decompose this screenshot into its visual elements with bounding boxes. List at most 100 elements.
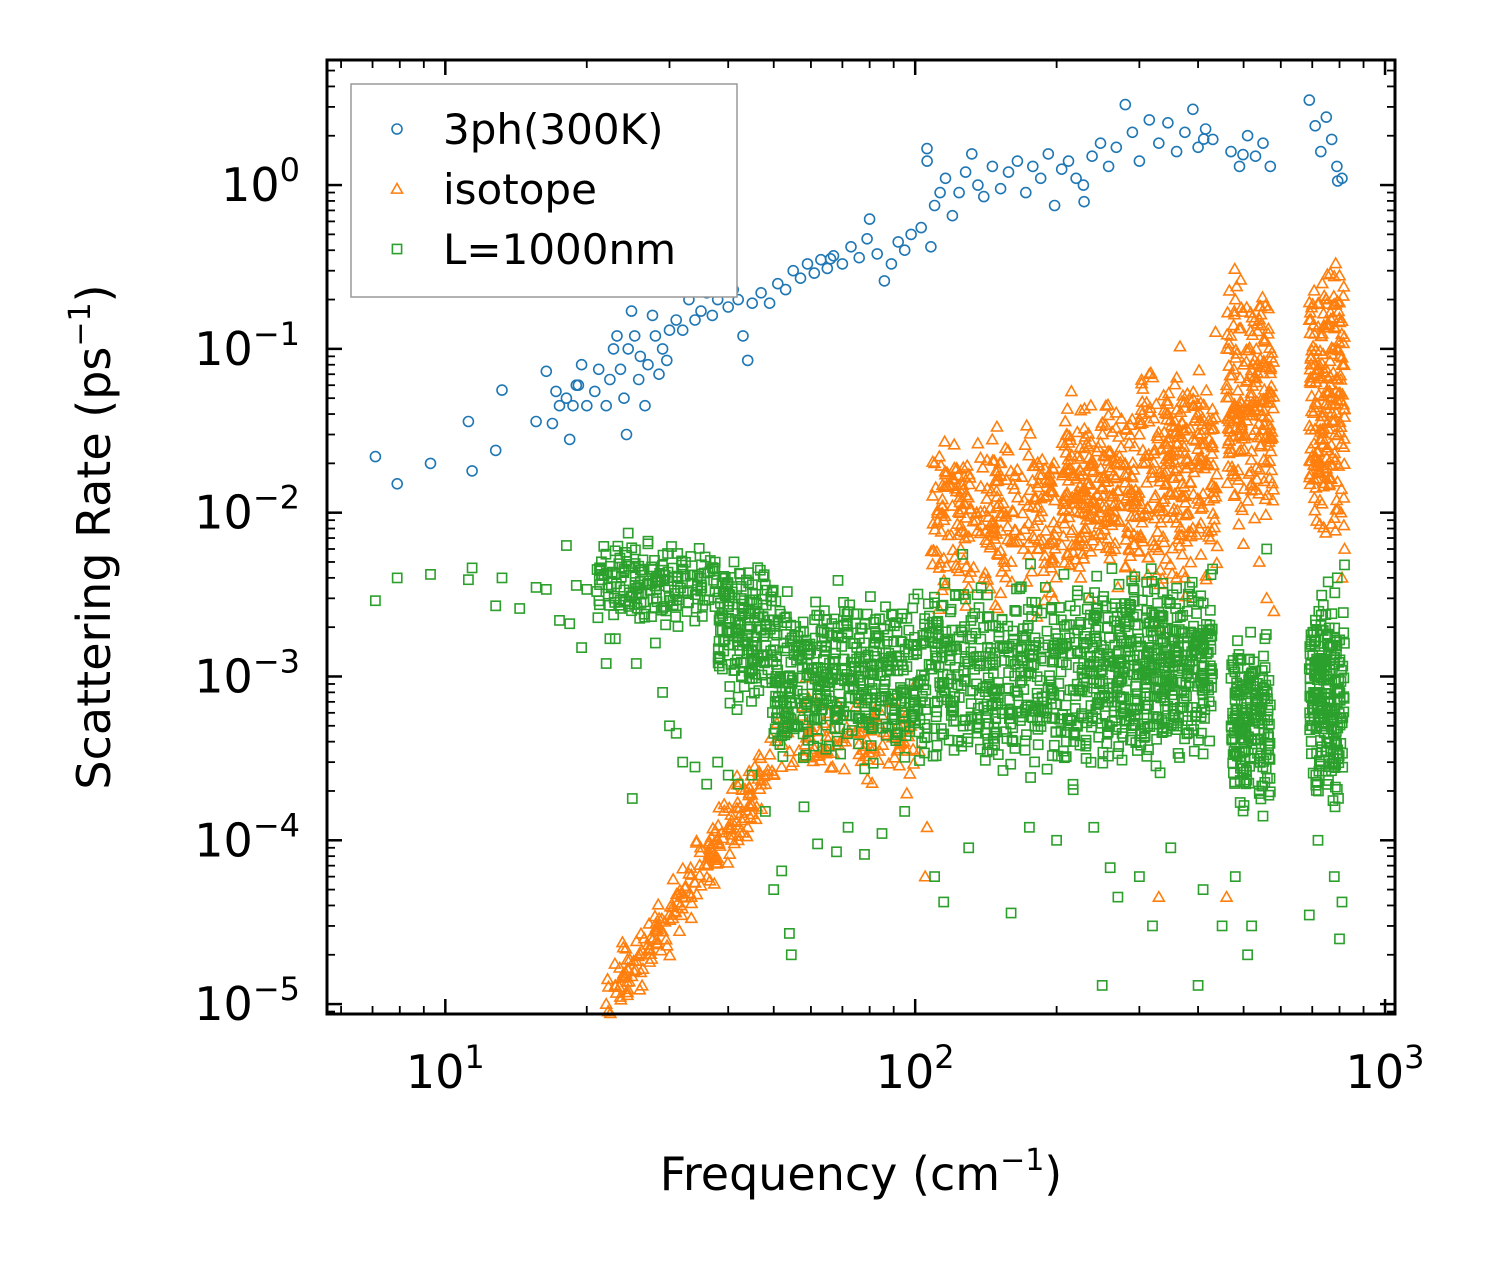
- triangle-point: [1307, 436, 1321, 449]
- square-point: [1203, 624, 1214, 636]
- square-point: [759, 805, 771, 817]
- square-point: [1243, 713, 1255, 725]
- triangle-point: [1167, 501, 1181, 514]
- square-point: [838, 606, 850, 617]
- triangle-point: [1259, 455, 1274, 468]
- square-point: [777, 751, 789, 762]
- triangle-point: [658, 914, 672, 927]
- triangle-point: [982, 581, 997, 594]
- triangle-point: [1038, 523, 1053, 536]
- y-tick-labels: 100 10−1 10−2 10−3 10−4 10−5: [194, 151, 300, 1031]
- square-point: [598, 540, 610, 552]
- triangle-point: [813, 724, 828, 737]
- triangle-point: [1188, 410, 1203, 423]
- square-point: [1113, 667, 1125, 679]
- square-point: [1018, 684, 1030, 695]
- circle-point: [1162, 117, 1174, 129]
- square-point: [987, 685, 999, 697]
- square-point: [1067, 784, 1079, 796]
- square-point: [742, 621, 753, 633]
- triangle-point: [1186, 432, 1200, 445]
- square-point: [816, 640, 827, 652]
- square-point: [1118, 635, 1130, 647]
- square-point: [1202, 646, 1214, 658]
- square-point: [1248, 656, 1260, 668]
- square-point: [934, 677, 946, 688]
- triangle-point: [1142, 405, 1157, 418]
- triangle-point: [980, 572, 995, 585]
- square-point: [698, 567, 710, 579]
- square-point: [867, 667, 878, 679]
- triangle-point: [969, 506, 984, 519]
- triangle-point: [1193, 516, 1208, 529]
- triangle-point: [1195, 411, 1210, 424]
- triangle-point: [1308, 422, 1322, 435]
- circle-point: [1303, 94, 1316, 106]
- triangle-point: [1169, 515, 1184, 528]
- circle-point: [1264, 160, 1277, 173]
- square-point: [425, 568, 436, 580]
- square-point: [1080, 752, 1092, 764]
- square-point: [735, 671, 747, 683]
- square-point: [1246, 920, 1257, 932]
- triangle-point: [935, 583, 950, 596]
- circle-point: [1048, 199, 1061, 212]
- square-point: [1023, 666, 1034, 678]
- square-point: [1121, 606, 1132, 618]
- square-point: [844, 709, 855, 721]
- triangle-point: [1178, 495, 1193, 508]
- square-point: [912, 588, 924, 600]
- triangle-point: [1023, 483, 1038, 496]
- triangle-point: [960, 458, 975, 471]
- triangle-point: [990, 469, 1005, 482]
- triangle-point: [1323, 354, 1337, 367]
- square-point: [892, 727, 904, 738]
- square-point: [1170, 603, 1181, 614]
- triangle-point: [1245, 427, 1260, 440]
- triangle-point: [1198, 436, 1212, 449]
- square-point: [812, 661, 824, 673]
- triangle-point: [978, 523, 993, 536]
- square-point: [677, 587, 689, 599]
- square-point: [738, 603, 750, 615]
- triangle-point: [945, 498, 960, 511]
- square-point: [1076, 708, 1088, 719]
- square-point: [798, 626, 809, 638]
- square-point: [717, 610, 729, 622]
- square-point: [1264, 772, 1276, 784]
- triangle-point: [612, 979, 627, 992]
- square-point: [1334, 687, 1346, 699]
- square-point: [1128, 704, 1140, 716]
- square-point: [1009, 670, 1021, 682]
- square-point: [1061, 726, 1073, 738]
- square-point: [795, 639, 807, 651]
- square-point: [1005, 907, 1017, 919]
- circle-point: [620, 428, 633, 441]
- triangle-point: [1336, 288, 1351, 301]
- circle-point: [994, 182, 1007, 195]
- triangle-point: [1219, 341, 1234, 354]
- square-point: [727, 598, 739, 610]
- triangle-point: [930, 503, 945, 516]
- square-point: [1136, 594, 1148, 606]
- square-point: [626, 605, 637, 617]
- triangle-point: [1244, 452, 1259, 465]
- triangle-point: [619, 941, 633, 954]
- triangle-point: [1159, 464, 1174, 477]
- circle-point: [921, 142, 933, 155]
- square-point: [973, 660, 985, 672]
- square-point: [1149, 658, 1160, 670]
- square-point: [631, 602, 643, 614]
- triangle-point: [1164, 418, 1179, 431]
- triangle-point: [1168, 414, 1182, 427]
- square-point: [735, 580, 747, 592]
- square-point: [996, 614, 1008, 626]
- triangle-point: [1139, 455, 1153, 468]
- triangle-point: [1105, 518, 1119, 531]
- square-point: [831, 701, 843, 712]
- square-point: [911, 644, 923, 656]
- square-point: [757, 611, 769, 622]
- triangle-point: [1059, 492, 1074, 505]
- triangle-point: [1317, 365, 1332, 378]
- triangle-point: [807, 742, 822, 755]
